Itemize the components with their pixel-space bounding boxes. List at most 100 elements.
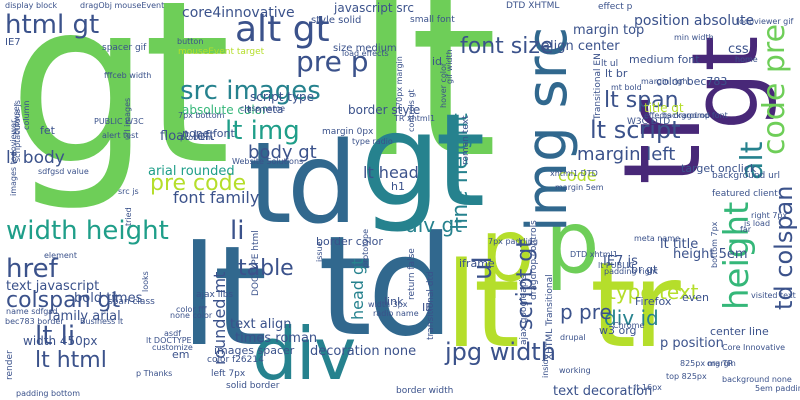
cloud-word: times roman: [235, 331, 318, 346]
cloud-word: top 825px: [666, 372, 707, 381]
cloud-word: bold times: [74, 291, 143, 306]
cloud-word: transitional dtd: [426, 271, 436, 340]
cloud-word: float left: [160, 129, 215, 144]
cloud-word: bec783 border: [5, 317, 64, 326]
cloud-word: return false: [407, 248, 417, 300]
cloud-word: alt gt: [235, 9, 330, 50]
cloud-word: lt DOCTYPE: [146, 336, 192, 345]
cloud-word: js load: [744, 219, 771, 228]
cloud-word: IE7: [5, 37, 21, 48]
cloud-word: span class: [108, 297, 155, 307]
cloud-word: IE: [422, 301, 433, 314]
cloud-word: div id: [604, 306, 659, 330]
cloud-word: align center: [542, 39, 620, 54]
cloud-word: p: [545, 193, 600, 293]
cloud-word: lt li: [35, 321, 76, 351]
cloud-word: background none: [722, 375, 792, 384]
cloud-word: DOCTYPE html: [251, 230, 261, 296]
cloud-word: Transitional EN: [593, 53, 603, 120]
cloud-word: pre code: [150, 171, 247, 196]
cloud-word: pre p: [296, 45, 369, 78]
cloud-word: Core Innovative: [722, 343, 786, 352]
cloud-word: div: [252, 312, 356, 396]
cloud-word: border color: [316, 235, 383, 248]
cloud-word: link: [384, 295, 404, 308]
cloud-word: mouseEvent target: [178, 47, 265, 57]
cloud-word: script type: [250, 90, 315, 104]
cloud-word: code: [558, 166, 597, 185]
cloud-word: lt html: [35, 348, 107, 373]
cloud-word: lt title: [660, 237, 699, 252]
cloud-word: body gt: [248, 142, 317, 163]
cloud-word: W3C DTD: [627, 117, 671, 127]
cloud-word: margin 5em: [555, 183, 604, 192]
cloud-word: TR xhtml1: [394, 114, 436, 123]
cloud-word: src js: [118, 187, 139, 196]
cloud-word: type radio: [352, 137, 393, 146]
cloud-word: sdfgsd value: [38, 167, 89, 176]
cloud-word: width 450px: [23, 334, 98, 348]
cloud-word: td: [248, 119, 358, 249]
cloud-word: border style: [348, 103, 421, 117]
cloud-word: p Thanks: [136, 369, 173, 378]
cloud-word: padding right: [604, 267, 658, 276]
cloud-word: style solid: [311, 15, 362, 26]
cloud-word: xhtml1 DTD: [550, 169, 598, 178]
cloud-word: drupal: [560, 333, 586, 342]
cloud-word: td: [318, 206, 455, 367]
cloud-word: color bec783: [656, 75, 728, 88]
cloud-word: column: [22, 100, 31, 130]
cloud-word: p: [480, 201, 535, 301]
cloud-word: p pre: [560, 300, 612, 324]
cloud-word: 270px margin: [395, 56, 404, 112]
cloud-word: alert test: [102, 131, 139, 140]
cloud-word: 825px margin: [680, 359, 736, 368]
cloud-word: inside: [541, 354, 550, 378]
cloud-word: dragdrop controls: [529, 220, 539, 300]
cloud-word: mt bold: [611, 83, 642, 92]
cloud-word: small font: [410, 15, 455, 25]
cloud-word: table: [238, 256, 294, 281]
cloud-word: div gt: [405, 213, 462, 237]
cloud-word: min width: [674, 33, 714, 42]
cloud-word: none color: [170, 311, 213, 320]
cloud-word: color f26214: [207, 355, 264, 365]
cloud-word: lt body: [6, 148, 65, 168]
cloud-word: border width: [396, 386, 454, 396]
cloud-word: background font: [662, 111, 728, 120]
cloud-word: id: [432, 55, 443, 68]
cloud-word: element: [44, 251, 77, 260]
cloud-word: target onclick: [681, 162, 757, 175]
cloud-word: 5em padding: [755, 384, 800, 393]
cloud-word: right 7px: [751, 211, 788, 220]
cloud-word: name sdfgsd: [6, 307, 58, 316]
cloud-word: br gt: [631, 263, 658, 276]
cloud-word: effects dragdrop: [644, 111, 711, 120]
cloud-word: w3 org: [599, 324, 637, 337]
cloud-word: problem: [180, 133, 214, 142]
cloud-word: images todoviewer: [9, 119, 18, 196]
cloud-word: height 5em: [673, 247, 748, 262]
cloud-word: button: [177, 37, 204, 46]
cloud-word: solid border: [226, 381, 280, 391]
cloud-word: display block: [5, 1, 58, 10]
cloud-word: lt 16px: [634, 383, 662, 392]
cloud-word: prototype: [361, 229, 370, 268]
cloud-word: em: [172, 348, 190, 361]
cloud-word: width 3px: [368, 300, 408, 309]
cloud-word: asdf: [164, 329, 181, 338]
cloud-word: margin left: [577, 144, 676, 165]
cloud-word: PUBLIC W3C: [94, 117, 144, 126]
cloud-word: href: [6, 254, 58, 284]
cloud-word: title gt: [644, 101, 684, 115]
cloud-word: width height: [6, 216, 169, 246]
cloud-word: family arial: [48, 309, 121, 324]
cloud-word: url images: [123, 97, 132, 140]
cloud-word: dragObj mouseEvent: [80, 1, 165, 10]
cloud-word: center line: [710, 325, 769, 338]
cloud-word: looks: [141, 271, 150, 292]
cloud-word: size medium: [333, 43, 397, 54]
cloud-word: src images: [180, 76, 321, 106]
cloud-word: css: [728, 42, 749, 57]
cloud-word: gif width: [445, 49, 454, 84]
